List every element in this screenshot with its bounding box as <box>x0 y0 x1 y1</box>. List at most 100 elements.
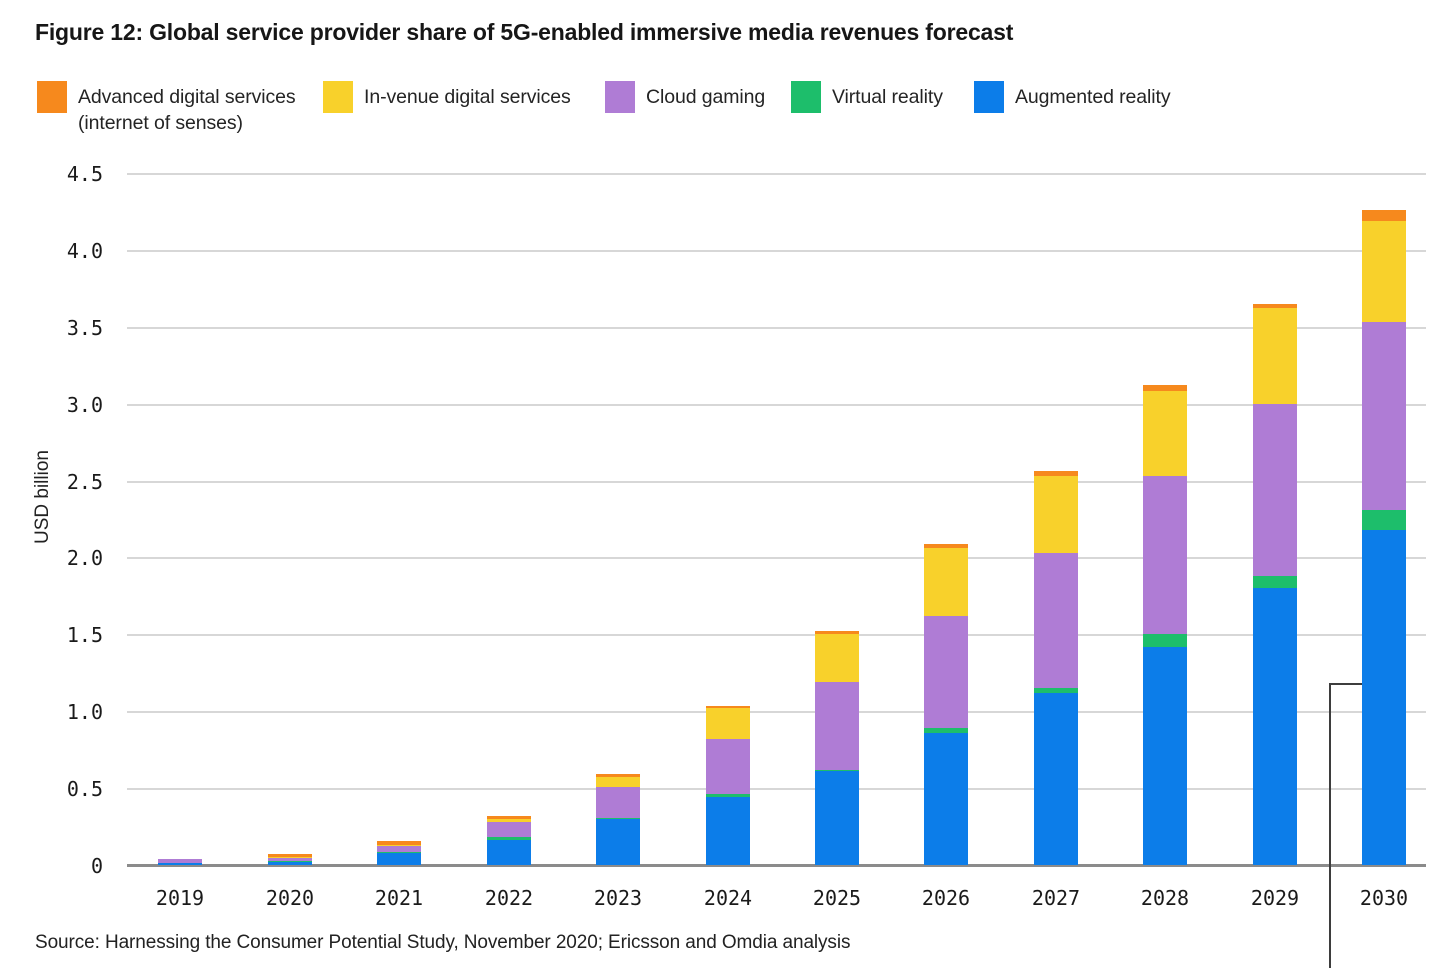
bar-segment-2022-advanced <box>487 816 531 819</box>
x-tick-label-2022: 2022 <box>484 886 534 910</box>
bar-segment-2027-advanced <box>1034 471 1078 476</box>
x-tick-label-2029: 2029 <box>1250 886 1300 910</box>
y-tick-label: 2.0 <box>66 546 103 570</box>
bar-segment-2027-augmented <box>1034 693 1078 865</box>
gridline <box>127 557 1426 559</box>
bar-segment-2020-augmented <box>268 862 312 865</box>
gridline <box>127 788 1426 790</box>
bar-segment-2023-virtual <box>596 818 640 819</box>
bar-segment-2021-advanced <box>377 841 421 845</box>
bar-segment-2024-in-venue <box>706 708 750 739</box>
bar-segment-2021-augmented <box>377 853 421 865</box>
y-tick-label: 4.0 <box>66 239 103 263</box>
legend-label: Advanced digital services (internet of se… <box>78 86 296 134</box>
legend-swatch-advanced-digital-services <box>37 81 67 113</box>
bar-segment-2020-cloud <box>268 858 312 861</box>
x-tick-label-2019: 2019 <box>155 886 205 910</box>
bar-segment-2029-virtual <box>1253 576 1297 588</box>
bar-segment-2030-cloud <box>1362 322 1406 510</box>
y-tick-label: 1.5 <box>66 623 103 647</box>
bar-segment-2021-cloud <box>377 846 421 852</box>
y-axis-label: USD billion <box>32 450 53 544</box>
bar-segment-2023-advanced <box>596 774 640 777</box>
legend-swatch-in-venue-digital-services <box>323 81 353 113</box>
y-tick-label: 4.5 <box>66 162 103 186</box>
y-tick-label: 0.5 <box>66 777 103 801</box>
bar-segment-2020-in-venue <box>268 857 312 858</box>
bar-segment-2025-advanced <box>815 631 859 634</box>
bar-segment-2027-cloud <box>1034 553 1078 688</box>
bar-segment-2026-cloud <box>924 616 968 728</box>
bar-segment-2029-advanced <box>1253 304 1297 308</box>
figure-title: Figure 12: Global service provider share… <box>35 19 1014 45</box>
callout-line-horizontal <box>1329 683 1362 685</box>
bar-segment-2030-virtual <box>1362 510 1406 530</box>
x-tick-label-2025: 2025 <box>812 886 862 910</box>
x-tick-label-2023: 2023 <box>593 886 643 910</box>
bar-segment-2021-in-venue <box>377 845 421 846</box>
gridline <box>127 173 1426 175</box>
x-tick-label-2027: 2027 <box>1031 886 1081 910</box>
y-tick-label: 3.0 <box>66 393 103 417</box>
bar-segment-2024-augmented <box>706 797 750 865</box>
gridline <box>127 711 1426 713</box>
bar-segment-2024-cloud <box>706 739 750 794</box>
source-note: Source: Harnessing the Consumer Potentia… <box>35 932 851 953</box>
x-tick-label-2030: 2030 <box>1359 886 1409 910</box>
bar-segment-2025-virtual <box>815 770 859 771</box>
x-tick-label-2020: 2020 <box>265 886 315 910</box>
bar-segment-2024-virtual <box>706 794 750 797</box>
bar-segment-2022-in-venue <box>487 819 531 822</box>
bar-segment-2026-augmented <box>924 733 968 865</box>
bar-segment-2028-in-venue <box>1143 391 1187 476</box>
bar-segment-2019-augmented <box>158 863 202 865</box>
gridline <box>127 634 1426 636</box>
y-tick-label: 1.0 <box>66 700 103 724</box>
bar-segment-2028-cloud <box>1143 476 1187 634</box>
legend-label: Cloud gaming <box>646 86 766 108</box>
legend-label: In-venue digital services <box>364 86 571 108</box>
bar-segment-2024-advanced <box>706 706 750 708</box>
bar-segment-2028-virtual <box>1143 634 1187 647</box>
bar-segment-2028-augmented <box>1143 647 1187 865</box>
bar-segment-2026-advanced <box>924 544 968 548</box>
bar-segment-2027-in-venue <box>1034 476 1078 553</box>
bar-segment-2021-virtual <box>377 852 421 853</box>
bar-segment-2023-cloud <box>596 787 640 818</box>
bar-segment-2020-virtual <box>268 861 312 862</box>
bar-segment-2023-in-venue <box>596 777 640 787</box>
bar-segment-2022-augmented <box>487 840 531 865</box>
bar-segment-2030-augmented <box>1362 530 1406 865</box>
bar-segment-2029-cloud <box>1253 404 1297 576</box>
x-axis-line <box>127 864 1426 867</box>
legend-label: Virtual reality <box>832 86 943 108</box>
legend-swatch-virtual-reality <box>791 81 821 113</box>
bar-segment-2023-augmented <box>596 819 640 865</box>
callout-line-vertical <box>1329 683 1331 968</box>
bar-segment-2028-advanced <box>1143 385 1187 391</box>
legend-swatch-augmented-reality <box>974 81 1004 113</box>
gridline <box>127 404 1426 406</box>
bar-segment-2030-in-venue <box>1362 221 1406 322</box>
y-tick-label: 2.5 <box>66 470 103 494</box>
bar-segment-2026-virtual <box>924 728 968 733</box>
bar-segment-2025-cloud <box>815 682 859 770</box>
y-tick-label: 0 <box>90 854 103 878</box>
bar-segment-2026-in-venue <box>924 548 968 616</box>
bar-segment-2025-augmented <box>815 771 859 865</box>
legend-label: Augmented reality <box>1015 86 1171 108</box>
x-tick-label-2028: 2028 <box>1140 886 1190 910</box>
bar-segment-2022-virtual <box>487 837 531 840</box>
legend-swatch-cloud-gaming <box>605 81 635 113</box>
gridline <box>127 481 1426 483</box>
bar-segment-2029-augmented <box>1253 588 1297 865</box>
bar-segment-2019-cloud <box>158 859 202 863</box>
x-tick-label-2024: 2024 <box>703 886 753 910</box>
bar-segment-2020-advanced <box>268 854 312 857</box>
gridline <box>127 250 1426 252</box>
x-tick-label-2026: 2026 <box>921 886 971 910</box>
bar-segment-2025-in-venue <box>815 634 859 682</box>
bar-segment-2027-virtual <box>1034 688 1078 693</box>
x-tick-label-2021: 2021 <box>374 886 424 910</box>
